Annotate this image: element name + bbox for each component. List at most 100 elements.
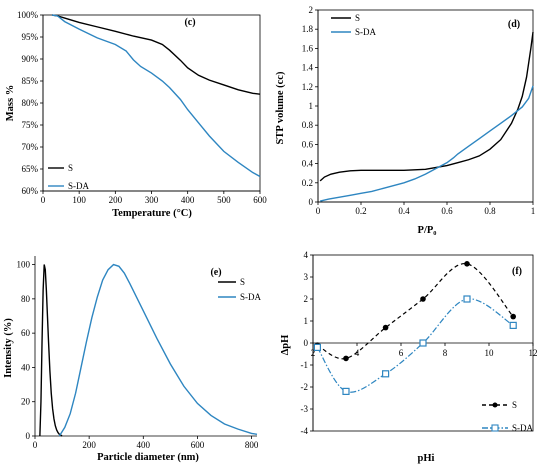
chart-2-ytick-label: 0.8	[302, 120, 314, 130]
chart-2-legend-label: S-DA	[355, 27, 377, 37]
chart-2-ytick-label: 1.4	[302, 63, 314, 73]
chart-1-panel-label: (c)	[184, 17, 195, 28]
chart-3-ytick-label: 100	[17, 260, 31, 270]
chart-4-series-s-point	[382, 324, 389, 331]
chart-4-series-s-point	[464, 261, 470, 267]
chart-1-ytick-label: 70%	[22, 142, 39, 152]
chart-3-ytick-label: 60	[21, 328, 31, 338]
chart-1-ytick-label: 75%	[22, 120, 39, 130]
chart-1-xtick-label: 500	[217, 195, 231, 205]
chart-4-xlabel: pHi	[418, 453, 435, 464]
chart-2-xtick-label: 0.2	[355, 206, 366, 216]
chart-2-xtick-label: 0.6	[441, 206, 453, 216]
chart-2-xtick-label: 0.8	[484, 206, 496, 216]
chart-2-ytick-label: 0.6	[302, 139, 314, 149]
chart-2-ytick-label: 1	[309, 101, 314, 111]
chart-2-ytick-label: 2	[309, 5, 314, 15]
chart-1-frame	[42, 14, 261, 192]
chart-4-ytick-label: -4	[301, 426, 309, 436]
chart-4-ytick-label: -1	[301, 360, 309, 370]
chart-1-xtick-label: 200	[109, 195, 123, 205]
chart-3-series-s-da-line	[58, 263, 258, 437]
chart-1-series-s-line	[51, 14, 261, 95]
chart-3-xtick-label: 800	[245, 440, 259, 450]
chart-2-xtick-label: 0	[316, 206, 321, 216]
chart-1-xtick-label: 400	[181, 195, 195, 205]
chart-3-legend-label: S-DA	[240, 292, 262, 302]
chart-4-series-s-point	[510, 313, 516, 320]
chart-4-legend-marker	[492, 402, 498, 408]
chart-1-legend-label: S	[68, 163, 73, 173]
chart-4-series-s-da-point	[382, 370, 390, 378]
chart-1-ylabel: Mass %	[5, 85, 16, 121]
chart-1-xtick-label: 0	[41, 195, 46, 205]
chart-2-series-s-line	[319, 31, 534, 182]
chart-1-xtick-label: 300	[145, 195, 159, 205]
chart-4-series-s-da-point	[313, 343, 321, 351]
chart-3-ytick-label: 20	[21, 397, 31, 407]
chart-2-ytick-label: 1.8	[302, 24, 314, 34]
chart-4-xtick-label: 2	[311, 348, 316, 358]
chart-4-series-s-point	[343, 355, 349, 362]
chart-1-ytick-label: 90%	[22, 54, 39, 64]
chart-4-xtick-label: 12	[529, 348, 538, 358]
chart-2-ylabel: STP volume (cc)	[275, 71, 286, 144]
chart-4-series-s-da-point	[419, 339, 427, 347]
chart-1-ytick-label: 95%	[22, 32, 39, 42]
chart-2-ytick-label: 0	[309, 197, 314, 207]
chart-4-ytick-label: 4	[304, 250, 309, 260]
chart-4-legend-label: S-DA	[512, 423, 534, 433]
chart-4-xtick-label: 8	[443, 348, 448, 358]
chart-3-xtick-label: 400	[137, 440, 151, 450]
chart-4-ytick-label: 3	[304, 272, 309, 282]
chart-4-series-s-da-point	[342, 387, 350, 395]
chart-4-xtick-label: 6	[399, 348, 404, 358]
chart-3-panel-label: (e)	[210, 267, 221, 278]
chart-4-ytick-label: -3	[301, 404, 309, 414]
chart-4-ylabel: ΔpH	[280, 335, 291, 356]
chart-3-legend-label: S	[240, 277, 245, 287]
chart-3-ytick-label: 0	[26, 431, 31, 441]
chart-4-series-s-da-point	[463, 295, 471, 303]
chart-2-legend-label: S	[355, 13, 360, 23]
chart-3-xtick-label: 200	[82, 440, 96, 450]
chart-4-xtick-label: 4	[355, 348, 360, 358]
chart-2-xlabel: P/P₀	[418, 225, 437, 236]
chart-3-ytick-label: 40	[21, 362, 31, 372]
chart-3-ylabel: Intensity (%)	[3, 318, 14, 378]
chart-3-xlabel: Particle diameter (nm)	[97, 452, 199, 463]
chart-4-legend-label: S	[512, 400, 517, 410]
chart-1-ytick-label: 80%	[22, 98, 39, 108]
chart-1-ytick-label: 100%	[17, 10, 39, 20]
chart-1-legend-label: S-DA	[68, 181, 90, 191]
chart-2-frame	[317, 9, 534, 203]
chart-2-ytick-label: 0.2	[302, 178, 313, 188]
chart-4-series-s-line	[317, 263, 514, 360]
chart-3-ytick-label: 80	[21, 294, 31, 304]
chart-2-ytick-label: 1.2	[302, 82, 313, 92]
chart-2-ytick-label: 1.6	[302, 43, 314, 53]
chart-4-legend-marker	[491, 424, 499, 432]
chart-2-ytick-label: 0.4	[302, 159, 314, 169]
chart-3-xtick-label: 0	[33, 440, 38, 450]
chart-4-xtick-label: 10	[485, 348, 495, 358]
chart-1-ytick-label: 85%	[22, 76, 39, 86]
chart-1-xtick-label: 600	[253, 195, 267, 205]
chart-1-xtick-label: 100	[72, 195, 86, 205]
chart-3-xtick-label: 600	[191, 440, 205, 450]
chart-1: 60% 65% 70% 75% 80% 85% 90% 95% 100% 0 100 200 300 40…	[5, 10, 267, 219]
chart-3: 0 20 40 60 80 100 0 200 400 600 800 Particle diamet…	[3, 256, 262, 463]
chart-2-xtick-label: 1	[531, 206, 536, 216]
chart-4-series-s-da-point	[509, 321, 517, 329]
chart-3-series-s-line	[39, 264, 63, 437]
chart-2-xtick-label: 0.4	[398, 206, 410, 216]
chart-1-ytick-label: 65%	[22, 164, 39, 174]
chart-4-panel-label: (f)	[512, 266, 522, 277]
chart-4-ytick-label: 1	[304, 316, 309, 326]
chart-4-ytick-label: 0	[304, 338, 309, 348]
chart-1-ytick-label: 60%	[22, 186, 39, 196]
chart-1-xlabel: Temperature (°C)	[112, 208, 192, 219]
